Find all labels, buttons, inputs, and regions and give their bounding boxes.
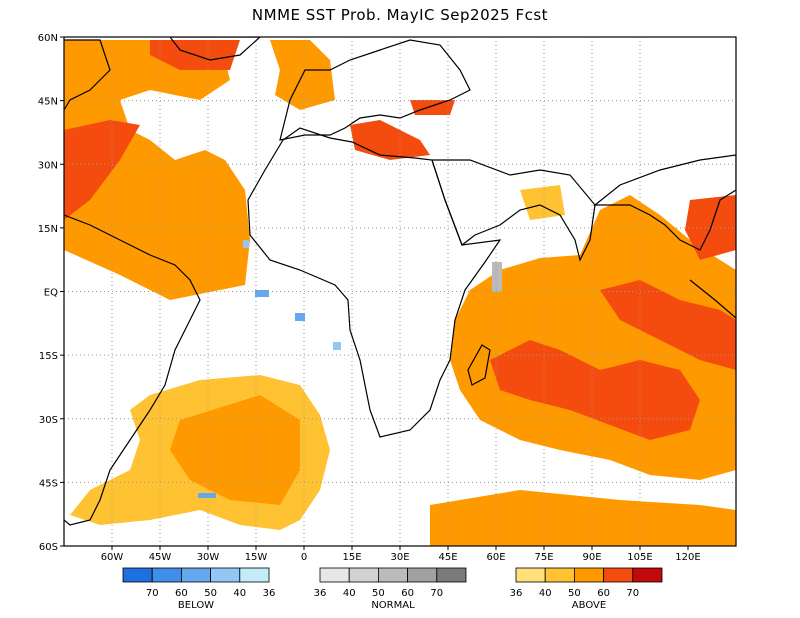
legend-value-label: 40 bbox=[343, 588, 356, 599]
greenland-outline bbox=[169, 37, 261, 61]
north-america-outline bbox=[64, 39, 111, 111]
south-atlantic-core bbox=[170, 395, 300, 505]
longitude-tick-label: 120E bbox=[675, 552, 700, 563]
coastlines bbox=[64, 37, 736, 526]
legend-swatch bbox=[377, 567, 408, 583]
indian-ocean-core bbox=[490, 340, 700, 440]
latitude-tick-label: 30N bbox=[38, 160, 58, 171]
below-normal-patch bbox=[198, 493, 216, 498]
longitude-tick-label: 15W bbox=[245, 552, 268, 563]
latitude-tick-label: 15N bbox=[38, 224, 58, 235]
latitude-labels: 60N 45N 30N 15N EQ 15S 30S 45S 60S bbox=[38, 33, 64, 553]
legend-value-label: 40 bbox=[539, 588, 552, 599]
longitude-tick-label: 45E bbox=[438, 552, 457, 563]
below-normal-patch bbox=[333, 342, 341, 350]
legend-swatch bbox=[239, 567, 270, 583]
legend-swatch bbox=[348, 567, 379, 583]
north-atlantic-above-region bbox=[64, 40, 335, 300]
legend-value-label: 60 bbox=[175, 588, 188, 599]
longitude-tick-label: 15E bbox=[342, 552, 361, 563]
legend-value-label: 60 bbox=[401, 588, 414, 599]
latitude-tick-label: 15S bbox=[39, 351, 58, 362]
below-normal-patch bbox=[243, 240, 249, 248]
longitude-tick-label: 90E bbox=[582, 552, 601, 563]
legend-value-label: 50 bbox=[372, 588, 385, 599]
africa-outline bbox=[247, 127, 502, 438]
legend-value-label: 70 bbox=[626, 588, 639, 599]
southern-ocean-patch bbox=[430, 490, 736, 546]
longitude-labels: 60W 45W 30W 15W 0 15E 30E 45E 60E 75E 90E 105E 120E bbox=[101, 546, 701, 563]
longitude-tick-label: 60E bbox=[486, 552, 505, 563]
longitude-tick-label: 45W bbox=[149, 552, 172, 563]
southeast-asia-outline bbox=[593, 154, 736, 251]
legend-title: ABOVE bbox=[572, 600, 606, 611]
legend-swatch bbox=[180, 567, 211, 583]
longitude-tick-label: 60W bbox=[101, 552, 124, 563]
latitude-tick-label: EQ bbox=[44, 288, 58, 299]
legend-value-label: 50 bbox=[568, 588, 581, 599]
legend-value-label: 60 bbox=[597, 588, 610, 599]
legend-swatch bbox=[544, 567, 575, 583]
legend-swatch bbox=[210, 567, 241, 583]
legend-swatch bbox=[407, 567, 438, 583]
legend-value-label: 50 bbox=[204, 588, 217, 599]
black-sea-patch bbox=[410, 100, 455, 115]
sumatra-outline bbox=[689, 279, 736, 319]
latitude-tick-label: 45S bbox=[39, 478, 58, 489]
map-title: NMME SST Prob. MayIC Sep2025 Fcst bbox=[251, 6, 549, 24]
legend-title: NORMAL bbox=[371, 600, 415, 611]
legend-value-label: 36 bbox=[263, 588, 276, 599]
legend-value-label: 36 bbox=[314, 588, 327, 599]
arabia-india-outline bbox=[431, 159, 596, 262]
longitude-tick-label: 0 bbox=[301, 552, 307, 563]
latitude-tick-label: 30S bbox=[39, 415, 58, 426]
legend-value-label: 40 bbox=[233, 588, 246, 599]
legend-swatch bbox=[122, 567, 153, 583]
latitude-tick-label: 60N bbox=[38, 33, 58, 44]
below-normal-patch bbox=[255, 290, 269, 297]
graticule bbox=[64, 37, 736, 546]
legend-value-label: 70 bbox=[146, 588, 159, 599]
latitude-tick-label: 45N bbox=[38, 97, 58, 108]
legend-swatch bbox=[319, 567, 350, 583]
maritime-continent-core bbox=[600, 280, 736, 370]
north-atlantic-core bbox=[64, 120, 140, 220]
longitude-tick-label: 30W bbox=[197, 552, 220, 563]
legend-above: 36 40 50 60 70 ABOVE bbox=[510, 567, 663, 611]
legend-swatch bbox=[515, 567, 546, 583]
below-normal-patch bbox=[295, 313, 305, 321]
legend-swatch bbox=[603, 567, 634, 583]
legend-swatch bbox=[151, 567, 182, 583]
legend-swatch bbox=[436, 567, 467, 583]
longitude-tick-label: 30E bbox=[390, 552, 409, 563]
legend-value-label: 36 bbox=[510, 588, 523, 599]
legend-swatch bbox=[632, 567, 663, 583]
probability-shading bbox=[64, 40, 736, 546]
legend-below: 70 60 50 40 36 BELOW bbox=[122, 567, 276, 611]
near-normal-patch bbox=[492, 262, 502, 292]
longitude-tick-label: 75E bbox=[534, 552, 553, 563]
legend-normal: 36 40 50 60 70 NORMAL bbox=[314, 567, 467, 611]
madagascar-outline bbox=[467, 344, 491, 386]
legend-swatch bbox=[574, 567, 605, 583]
latitude-tick-label: 60S bbox=[39, 542, 58, 553]
legend-value-label: 70 bbox=[430, 588, 443, 599]
south-america-outline bbox=[64, 214, 201, 526]
mediterranean-patch bbox=[350, 120, 430, 160]
europe-outline bbox=[279, 39, 471, 141]
longitude-tick-label: 105E bbox=[627, 552, 652, 563]
legend-title: BELOW bbox=[178, 600, 214, 611]
